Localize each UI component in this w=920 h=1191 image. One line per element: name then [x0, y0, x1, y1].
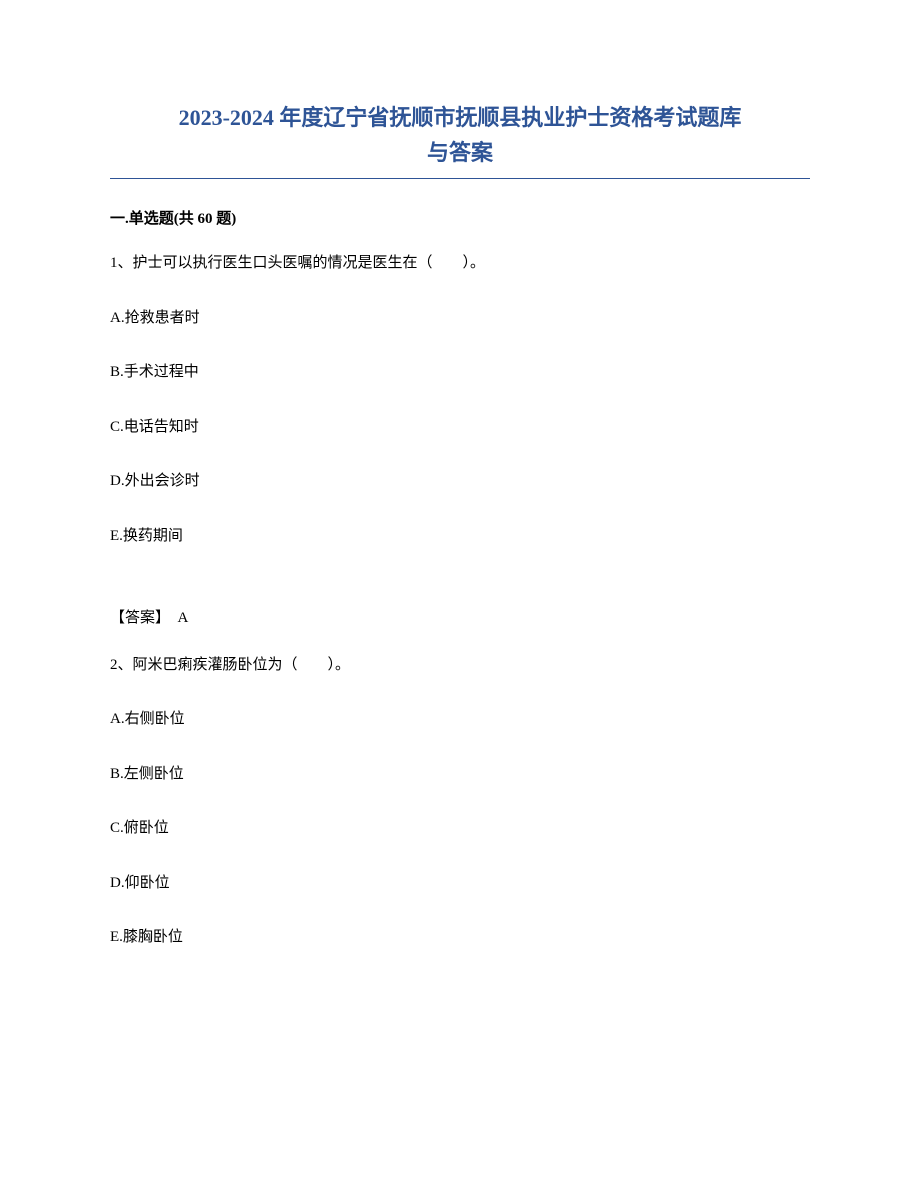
question-2-option-d: D.仰卧位: [110, 872, 810, 895]
option-label: D.: [110, 875, 125, 891]
option-text: 膝胸卧位: [123, 929, 183, 945]
question-2-number: 2、: [110, 657, 133, 673]
option-label: E.: [110, 528, 123, 544]
title-line1: 2023-2024 年度辽宁省抚顺市抚顺县执业护士资格考试题库: [179, 105, 742, 130]
option-label: B.: [110, 364, 124, 380]
question-1-option-e: E.换药期间: [110, 525, 810, 548]
option-text: 手术过程中: [124, 364, 199, 380]
title-line2: 与答案: [427, 140, 493, 165]
question-1-option-b: B.手术过程中: [110, 361, 810, 384]
question-2-option-b: B.左侧卧位: [110, 763, 810, 786]
option-text: 抢救患者时: [125, 310, 200, 326]
title-underline: [110, 178, 810, 179]
question-2-content: 阿米巴痢疾灌肠卧位为（ ）。: [133, 657, 351, 673]
option-text: 仰卧位: [125, 875, 170, 891]
option-text: 电话告知时: [124, 419, 199, 435]
option-label: E.: [110, 929, 123, 945]
question-1-answer: 【答案】 A: [110, 607, 810, 630]
answer-value: A: [178, 610, 189, 626]
option-label: C.: [110, 820, 124, 836]
option-label: B.: [110, 766, 124, 782]
question-2-option-c: C.俯卧位: [110, 817, 810, 840]
option-label: C.: [110, 419, 124, 435]
option-text: 外出会诊时: [125, 473, 200, 489]
question-2-option-a: A.右侧卧位: [110, 708, 810, 731]
option-text: 左侧卧位: [124, 766, 184, 782]
option-label: D.: [110, 473, 125, 489]
question-1-number: 1、: [110, 255, 133, 271]
document-title: 2023-2024 年度辽宁省抚顺市抚顺县执业护士资格考试题库 与答案: [110, 100, 810, 170]
question-1-option-c: C.电话告知时: [110, 416, 810, 439]
option-text: 右侧卧位: [125, 711, 185, 727]
option-label: A.: [110, 711, 125, 727]
option-text: 换药期间: [123, 528, 183, 544]
question-2-option-e: E.膝胸卧位: [110, 926, 810, 949]
question-1-option-d: D.外出会诊时: [110, 470, 810, 493]
option-label: A.: [110, 310, 125, 326]
question-2-text: 2、阿米巴痢疾灌肠卧位为（ ）。: [110, 654, 810, 677]
section-header: 一.单选题(共 60 题): [110, 207, 810, 228]
question-1-option-a: A.抢救患者时: [110, 307, 810, 330]
question-1-text: 1、护士可以执行医生口头医嘱的情况是医生在（ ）。: [110, 252, 810, 275]
question-1-content: 护士可以执行医生口头医嘱的情况是医生在（ ）。: [133, 255, 486, 271]
answer-label: 【答案】: [110, 610, 170, 626]
option-text: 俯卧位: [124, 820, 169, 836]
